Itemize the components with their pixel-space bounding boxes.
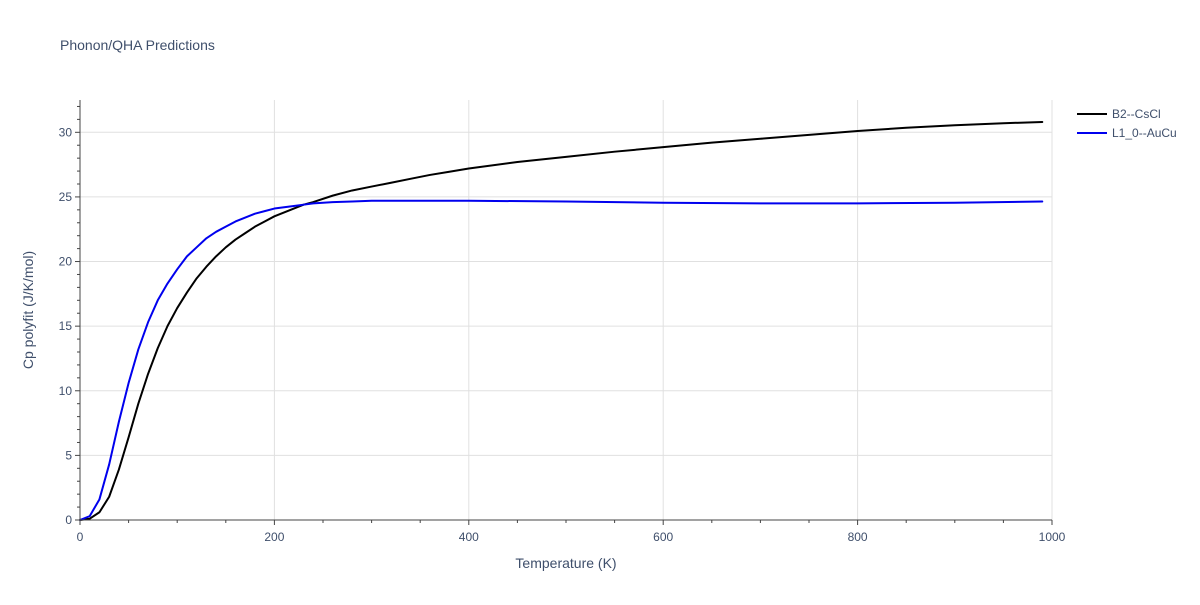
legend[interactable]: B2--CsCl L1_0--AuCu xyxy=(1077,107,1177,140)
y-tick-label: 0 xyxy=(65,513,72,527)
y-tick-label: 20 xyxy=(59,255,73,269)
grid-layer xyxy=(80,100,1053,520)
chart-title: Phonon/QHA Predictions xyxy=(60,37,215,53)
series-line-2[interactable] xyxy=(79,199,1044,521)
x-axis-title: Temperature (K) xyxy=(515,555,616,571)
x-tick-label: 400 xyxy=(459,530,479,544)
legend-label: L1_0--AuCu xyxy=(1112,126,1177,140)
y-tick-label: 15 xyxy=(59,319,73,333)
x-tick-label: 200 xyxy=(264,530,284,544)
x-tick-label: 600 xyxy=(653,530,673,544)
x-tick-label: 0 xyxy=(77,530,84,544)
legend-label: B2--CsCl xyxy=(1112,107,1161,121)
y-tick-label: 10 xyxy=(59,384,73,398)
x-tick-label: 1000 xyxy=(1039,530,1066,544)
legend-item-1[interactable]: B2--CsCl xyxy=(1077,107,1161,121)
y-tick-label: 30 xyxy=(59,125,73,139)
x-tick-label: 800 xyxy=(848,530,868,544)
axes-layer: 0 200 400 600 800 1000 0 5 10 15 20 25 30 xyxy=(59,100,1066,544)
series-layer xyxy=(79,120,1044,521)
y-axis-title: Cp polyfit (J/K/mol) xyxy=(20,251,36,369)
y-tick-label: 5 xyxy=(65,448,72,462)
legend-item-2[interactable]: L1_0--AuCu xyxy=(1077,126,1177,140)
series-line-1[interactable] xyxy=(79,120,1044,521)
y-tick-label: 25 xyxy=(59,190,73,204)
